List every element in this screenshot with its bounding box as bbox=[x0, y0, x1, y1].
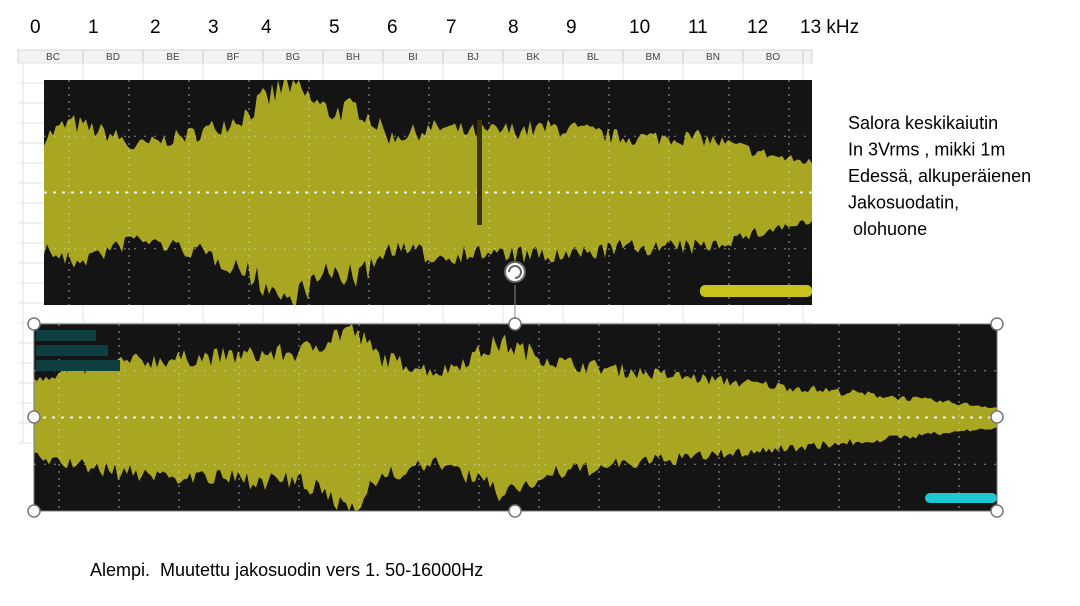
column-header: BI bbox=[408, 52, 417, 63]
note-line: olohuone bbox=[848, 219, 927, 239]
resize-handle[interactable] bbox=[27, 410, 41, 424]
rotate-icon bbox=[508, 265, 522, 279]
column-header: BO bbox=[766, 52, 781, 63]
column-header: BL bbox=[587, 52, 600, 63]
resize-handle[interactable] bbox=[990, 410, 1004, 424]
resize-handle[interactable] bbox=[990, 504, 1004, 518]
rotate-handle[interactable] bbox=[504, 261, 526, 283]
frequency-label: 6 bbox=[387, 17, 398, 38]
frequency-label: 7 bbox=[446, 17, 457, 38]
column-header: BM bbox=[646, 52, 661, 63]
column-header: BK bbox=[526, 52, 540, 63]
frequency-label: 11 bbox=[688, 17, 708, 38]
frequency-label: 0 bbox=[30, 17, 41, 38]
note-line: In 3Vrms , mikki 1m bbox=[848, 140, 1005, 160]
frequency-label: 1 bbox=[88, 17, 99, 38]
frequency-label: 8 bbox=[508, 17, 519, 38]
images bbox=[27, 80, 1004, 518]
resize-handle[interactable] bbox=[27, 504, 41, 518]
overlay-bar bbox=[36, 330, 96, 341]
resize-handle[interactable] bbox=[508, 504, 522, 518]
caption: Alempi. Muutettu jakosuodin vers 1. 50-1… bbox=[90, 560, 483, 580]
note-line: Edessä, alkuperäienen bbox=[848, 166, 1031, 186]
resize-handle[interactable] bbox=[508, 317, 522, 331]
resize-handle[interactable] bbox=[990, 317, 1004, 331]
column-header: BF bbox=[227, 52, 240, 63]
column-header: BC bbox=[46, 52, 60, 63]
frequency-label: 13 kHz bbox=[800, 17, 859, 38]
frequency-label: 12 bbox=[747, 17, 768, 38]
column-header: BJ bbox=[467, 52, 479, 63]
badge bbox=[700, 285, 812, 297]
column-header: BG bbox=[286, 52, 301, 63]
frequency-label: 2 bbox=[150, 17, 161, 38]
frequency-label: 3 bbox=[208, 17, 219, 38]
note-line: Jakosuodatin, bbox=[848, 193, 959, 213]
frequency-label: 9 bbox=[566, 17, 577, 38]
badge bbox=[925, 493, 997, 503]
frequency-label: 5 bbox=[329, 17, 340, 38]
marker bbox=[477, 120, 482, 225]
frequency-label: 4 bbox=[261, 17, 272, 38]
overlay-bar bbox=[36, 360, 120, 371]
frequency-label: 10 bbox=[629, 17, 650, 38]
column-header: BE bbox=[166, 52, 180, 63]
column-header: BH bbox=[346, 52, 360, 63]
overlay-bar bbox=[36, 345, 108, 356]
note-line: Salora keskikaiutin bbox=[848, 113, 998, 133]
resize-handle[interactable] bbox=[27, 317, 41, 331]
column-header: BN bbox=[706, 52, 720, 63]
column-header: BD bbox=[106, 52, 120, 63]
